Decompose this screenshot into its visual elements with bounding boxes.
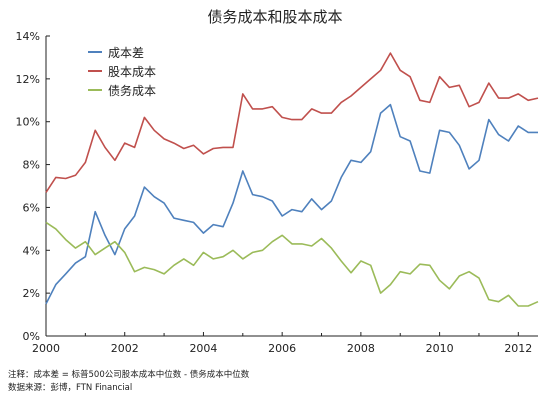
y-tick-label: 8%: [23, 159, 40, 172]
y-tick-label: 10%: [16, 116, 40, 129]
series-line-1: [45, 103, 538, 305]
x-tick-label: 2006: [268, 342, 296, 355]
footnote-source: 数据来源：彭博，FTN Financial: [8, 383, 133, 393]
series-line-3: [45, 221, 539, 307]
x-tick-label: 2002: [111, 342, 139, 355]
x-tick-label: 2004: [189, 342, 217, 355]
y-tick-label: 0%: [23, 330, 40, 343]
series-line-2: [45, 52, 539, 193]
y-tick-label: 14%: [16, 30, 40, 43]
x-tick-label: 2012: [504, 342, 532, 355]
y-tick-label: 12%: [16, 73, 40, 86]
chart-title: 债务成本和股本成本: [207, 8, 343, 26]
footnote-note: 注释：成本差 = 标普500公司股本成本中位数 - 债务成本中位数: [8, 370, 250, 380]
legend-label-3: 债务成本: [108, 83, 156, 98]
legend-label-2: 股本成本: [108, 65, 156, 79]
x-tick-label: 2000: [32, 342, 60, 355]
y-tick-label: 2%: [23, 287, 40, 300]
y-tick-label: 6%: [23, 201, 40, 214]
x-tick-label: 2010: [426, 342, 454, 355]
legend-label-1: 成本差: [108, 46, 144, 60]
x-tick-label: 2008: [347, 342, 375, 355]
y-tick-label: 4%: [23, 244, 40, 257]
